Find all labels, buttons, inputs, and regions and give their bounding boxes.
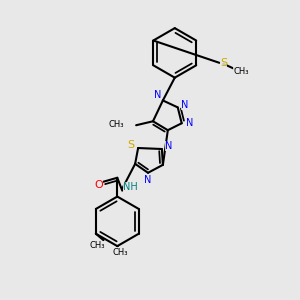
- Text: N: N: [186, 118, 193, 128]
- Text: CH₃: CH₃: [112, 248, 128, 256]
- Text: CH₃: CH₃: [233, 67, 249, 76]
- Text: CH₃: CH₃: [90, 241, 105, 250]
- Text: NH: NH: [123, 182, 138, 192]
- Text: N: N: [154, 89, 162, 100]
- Text: S: S: [128, 140, 135, 150]
- Text: S: S: [220, 58, 227, 68]
- Text: N: N: [181, 100, 188, 110]
- Text: N: N: [165, 141, 172, 151]
- Text: N: N: [144, 175, 152, 185]
- Text: O: O: [94, 180, 103, 190]
- Text: CH₃: CH₃: [109, 120, 124, 129]
